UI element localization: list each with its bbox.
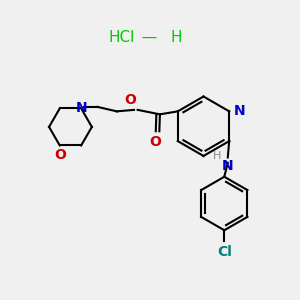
Text: N: N [75, 101, 87, 116]
Text: N: N [234, 104, 245, 118]
Text: H: H [213, 151, 221, 161]
Text: O: O [149, 135, 161, 149]
Text: O: O [54, 148, 66, 162]
Text: Cl: Cl [217, 245, 232, 259]
Text: N: N [221, 159, 233, 173]
Text: —: — [137, 30, 163, 45]
Text: O: O [124, 93, 136, 107]
Text: HCl: HCl [109, 30, 135, 45]
Text: H: H [171, 30, 182, 45]
